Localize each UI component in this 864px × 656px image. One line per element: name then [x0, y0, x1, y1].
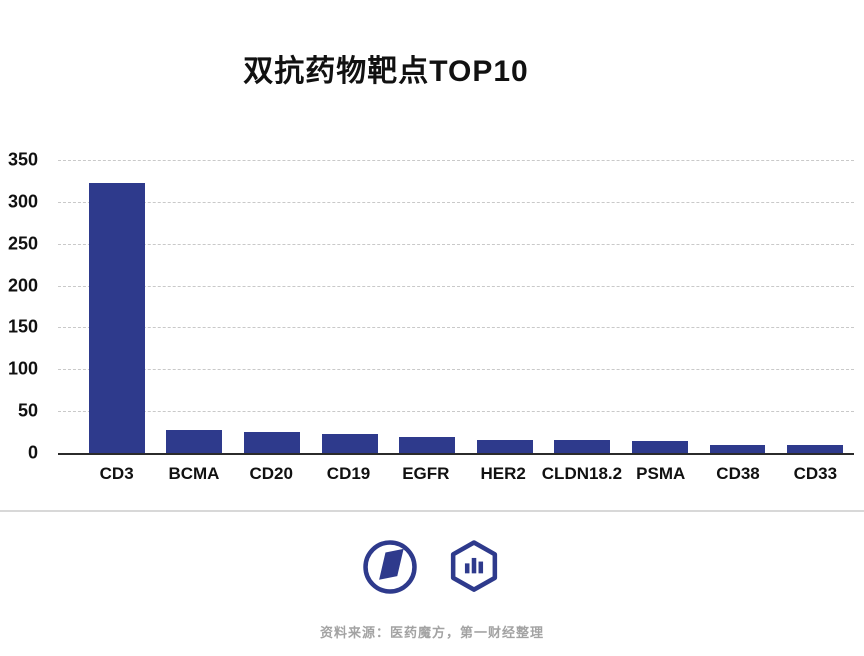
y-tick-label: 350	[7, 149, 38, 170]
y-tick-label: 250	[7, 233, 38, 254]
bar-column	[388, 160, 466, 453]
bar-CD33	[787, 445, 844, 453]
gridline	[58, 243, 854, 245]
bar-CD38	[709, 444, 766, 453]
bar-CD19	[321, 433, 378, 453]
gridline	[58, 411, 854, 413]
x-tick-label: CD20	[249, 464, 293, 483]
bar-column	[78, 160, 156, 453]
bar-column	[466, 160, 544, 453]
x-tick-label: BCMA	[168, 464, 220, 483]
y-tick-label: 50	[17, 400, 38, 421]
hexagon-chart-logo-icon	[450, 540, 498, 592]
y-axis-labels: 0 50 100 150 200 250 300 350	[0, 150, 38, 463]
x-tick-label: CD33	[793, 464, 838, 483]
gridline	[58, 285, 854, 287]
gridline	[58, 369, 854, 371]
plot-area	[58, 160, 854, 453]
x-axis-labels: CD3 BCMA CD20 CD19 EGFR HER2 CLDN18.2 PSMA CD38 C…	[58, 464, 854, 484]
bar-column	[776, 160, 854, 453]
gridline	[58, 327, 854, 329]
bar-PSMA	[632, 441, 688, 453]
bar-column	[621, 160, 699, 453]
chart-area: 0 50 100 150 200 250 300 350	[8, 150, 854, 463]
gridlines	[58, 160, 854, 453]
x-tick-label: CD38	[716, 464, 760, 483]
bar-CLDN18.2	[554, 440, 611, 453]
x-tick-label: CLDN18.2	[541, 464, 623, 483]
chart-title: 双抗药物靶点TOP10	[243, 55, 529, 88]
bar-BCMA	[166, 430, 223, 453]
bar-column	[311, 160, 389, 453]
bar-column	[233, 160, 311, 453]
gridline	[58, 160, 854, 161]
y-tick-label: 100	[7, 358, 38, 379]
y-tick-label: 0	[27, 442, 38, 463]
x-tick-label: EGFR	[402, 464, 450, 483]
footer-logos	[0, 538, 864, 596]
gridline	[58, 201, 854, 203]
bar-column	[699, 160, 777, 453]
bar-CD3	[88, 183, 145, 453]
x-tick-label: CD19	[326, 464, 371, 483]
divider	[0, 510, 864, 512]
y-tick-label: 150	[7, 316, 38, 337]
bar-column	[544, 160, 622, 453]
bar-EGFR	[399, 437, 456, 453]
source-attribution: 资料来源：医药魔方，第一财经整理	[319, 625, 544, 640]
x-tick-label: PSMA	[636, 464, 686, 483]
circle-emblem-logo-icon	[363, 540, 417, 594]
bar-HER2	[476, 439, 533, 453]
y-tick-label: 300	[7, 191, 38, 212]
bar-CD20	[244, 432, 300, 453]
bar-column	[156, 160, 234, 453]
x-tick-label: HER2	[480, 464, 526, 483]
x-tick-label: CD3	[99, 464, 134, 483]
y-tick-label: 200	[7, 275, 38, 296]
